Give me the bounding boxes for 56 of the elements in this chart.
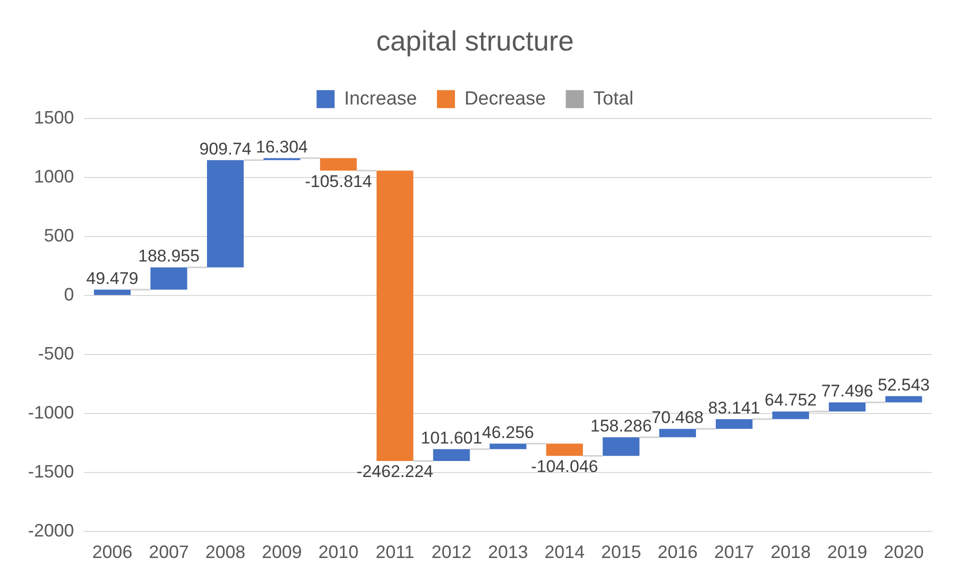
x-tick-label: 2010 xyxy=(318,542,358,562)
y-tick-label: 0 xyxy=(64,284,74,304)
data-label: 52.543 xyxy=(878,375,930,394)
data-label: -104.046 xyxy=(530,457,598,476)
x-tick-label: 2020 xyxy=(884,542,924,562)
x-tick-label: 2011 xyxy=(376,542,414,562)
y-tick-label: 500 xyxy=(44,226,74,246)
y-tick-label: 1500 xyxy=(34,108,74,128)
x-tick-label: 2013 xyxy=(488,542,528,562)
data-label: 77.496 xyxy=(821,382,874,401)
bar xyxy=(94,290,131,296)
y-tick-label: -1500 xyxy=(28,461,74,482)
data-label: -2462.224 xyxy=(356,462,434,482)
bar xyxy=(206,160,244,268)
bar xyxy=(602,437,640,456)
data-label: 49.479 xyxy=(86,268,138,288)
bar xyxy=(716,419,753,429)
x-tick-label: 2018 xyxy=(770,542,811,562)
data-label: 158.286 xyxy=(590,416,652,436)
data-label: -105.814 xyxy=(304,172,372,191)
x-tick-label: 2008 xyxy=(205,542,246,562)
data-label: 188.955 xyxy=(138,246,200,266)
x-tick-label: 2016 xyxy=(658,542,698,562)
bar xyxy=(490,444,526,450)
data-label: 101.601 xyxy=(420,428,482,448)
bar xyxy=(546,444,583,456)
legend-label: Decrease xyxy=(464,88,546,110)
bar xyxy=(433,449,470,462)
y-tick-label: -2000 xyxy=(28,520,74,540)
x-tick-label: 2012 xyxy=(431,542,472,562)
bar xyxy=(150,267,188,290)
bar xyxy=(376,170,414,462)
x-tick-label: 2006 xyxy=(92,542,132,562)
bar xyxy=(772,411,810,420)
y-tick-label: -1000 xyxy=(28,402,74,422)
data-label: 46.256 xyxy=(482,422,534,442)
legend-label: Total xyxy=(593,88,634,110)
x-tick-label: 2017 xyxy=(714,542,754,562)
bar xyxy=(828,402,866,412)
bar xyxy=(885,396,922,402)
data-label: 16.304 xyxy=(256,137,308,156)
data-label: 64.752 xyxy=(764,390,817,410)
x-tick-label: 2009 xyxy=(262,542,302,562)
data-label: 70.468 xyxy=(652,408,704,428)
x-tick-label: 2014 xyxy=(544,542,585,562)
data-label: 83.141 xyxy=(708,398,760,418)
x-tick-label: 2007 xyxy=(148,542,189,562)
x-tick-label: 2019 xyxy=(827,542,868,562)
y-tick-label: -500 xyxy=(38,343,74,364)
bar xyxy=(659,428,696,438)
bar xyxy=(320,158,357,171)
data-label: 909.74 xyxy=(199,139,252,158)
y-tick-label: 1000 xyxy=(34,166,74,187)
x-tick-label: 2015 xyxy=(601,542,642,562)
chart-title: capital structure xyxy=(376,26,574,57)
legend-label: Increase xyxy=(344,88,417,110)
